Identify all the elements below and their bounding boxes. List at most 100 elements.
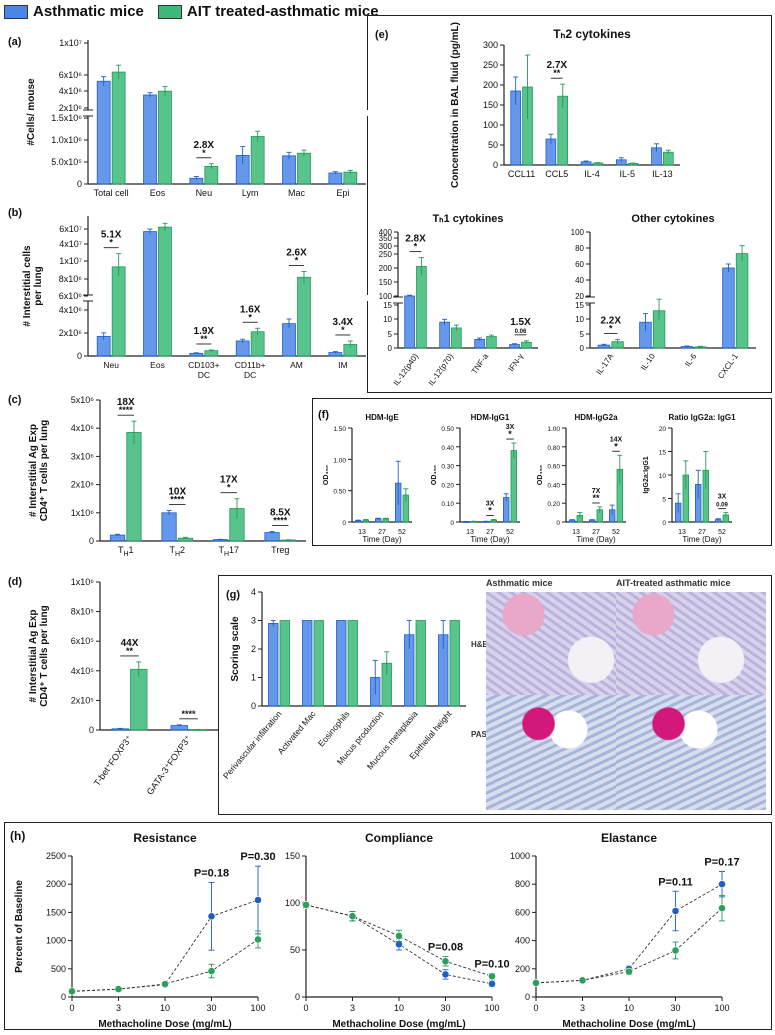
y-tick-label: 0 [89,536,94,546]
y-tick-label: 0 [77,351,82,361]
histo-title-ait: AIT-treated asthmatic mice [616,578,731,588]
bar-ait [158,226,172,357]
bar-asthmatic [328,352,343,357]
fold-change-label: 2.6X [286,247,307,258]
histo-row-label-pas: PAS [471,730,487,739]
bar-asthmatic [189,177,204,185]
fold-change-label: 10X [168,487,186,498]
histo-image [486,695,636,810]
bar-ait [343,344,358,357]
panel-label: (b) [8,207,22,219]
y-tick-label: 0 [89,725,94,735]
y-tick-label: 4x10⁷ [59,239,82,249]
histo-ait-he: AIT-treated asthmatic mice [616,578,766,705]
y-tick-label: 5x10⁶ [71,395,95,405]
y-axis-title: per lung [33,266,44,305]
y-tick-label: 4x10⁵ [71,666,95,676]
bar-asthmatic [264,532,280,542]
category-label: CD11b+ [235,360,266,370]
y-tick-label: 6x10⁵ [71,636,95,646]
y-tick-label: 8x10⁵ [71,607,95,617]
chart-b: 0 2x10⁶ 4x10⁶ 6x10⁶ 8x10⁶ 1x10⁷ 4x10⁷ 6x10⁷ Neu E… [8,207,370,380]
fold-change-label: 1.9X [194,326,215,337]
significance-label: **** [170,495,185,505]
y-tick-label: 1x10⁷ [59,38,82,48]
bar-asthmatic [109,534,126,542]
category-label: Epi [336,188,349,198]
bar-asthmatic [235,340,250,357]
legend-label-ait: AIT treated-asthmatic mice [186,3,379,20]
y-tick-label: 5.0x10⁵ [51,157,82,167]
panel-f-frame [312,398,772,546]
histo-ait-pas [616,695,766,810]
category-label: TH17 [218,545,239,558]
y-tick-label: 3x10⁶ [71,451,95,461]
fold-change-label: 2.8X [194,140,215,151]
fold-change-label: 18X [117,397,135,408]
y-tick-label: 6x10⁶ [59,291,83,301]
histo-asthmatic-he: Asthmatic mice [486,578,636,705]
y-tick-label: 2x10⁶ [59,103,83,113]
significance-label: * [202,148,206,158]
histo-image [616,592,766,705]
chart-c: 0 1x10⁶ 2x10⁶ 3x10⁶ 4x10⁶ 5x10⁶ TH1 TH2 TH17 Treg… [8,394,306,558]
y-axis-title: # Interstitial Ag Exp [28,610,39,703]
significance-label: ** [200,334,208,344]
y-tick-label: 0 [77,179,82,189]
bar-asthmatic [161,512,177,542]
bar-asthmatic [143,94,157,185]
category-label: AM [290,360,303,370]
bar-ait [111,266,126,357]
bar-ait [111,71,126,185]
y-tick-label: 1x10⁷ [59,256,82,266]
category-label: IM [338,360,347,370]
y-tick-label: 6x10⁷ [59,224,82,234]
significance-label: * [248,312,252,322]
category-label: Neu [196,188,213,198]
category-label: T-bet⁺FOXP3⁺ [92,733,134,788]
bar-ait [204,350,219,357]
fold-change-label: 17X [220,475,238,486]
panel-label: (a) [8,36,22,48]
category-label: CD103+ [188,360,219,370]
bar-asthmatic [189,352,204,357]
legend-swatch-green [157,4,182,19]
y-tick-label: 2x10⁶ [71,480,95,490]
panel-h-frame [4,822,772,1030]
significance-label: **** [119,405,134,415]
bar-ait [158,90,172,185]
significance-label: * [109,238,113,248]
fold-change-label: 5.1X [101,230,122,241]
y-axis-title: #Cells/ mouse [26,78,37,146]
y-tick-label: 4x10⁶ [59,86,83,96]
bar-ait [204,165,219,185]
category-label: Neu [103,360,119,370]
category-label: TH2 [169,545,185,558]
fold-change-label: 8.5X [270,507,291,518]
fold-change-label: 44X [121,638,139,649]
y-axis-title: CD4⁺ T cells per lung [39,420,50,521]
bar-ait [343,171,358,185]
legend-swatch-blue [4,4,28,19]
category-label: Total cell [94,188,129,198]
panel-label: (c) [8,394,22,406]
significance-label: * [227,483,231,493]
y-axis-title: # Interstitial Ag Exp [28,424,39,517]
bar-ait [126,432,142,542]
y-tick-label: 1.5x10⁶ [51,113,82,123]
bar-ait [229,508,245,542]
y-tick-label: 1x10⁶ [71,577,95,587]
significance-label: **** [181,709,196,719]
bar-asthmatic [235,154,250,185]
bar-asthmatic [143,231,157,357]
panel-label: (d) [8,576,22,588]
bar-ait [250,136,265,185]
bar-ait [177,537,194,542]
bar-asthmatic [96,335,111,357]
panel-g-frame [218,575,772,815]
legend-label-asthmatic: Asthmatic mice [33,3,144,20]
category-label: TH1 [118,545,134,558]
category-label: GATA-3⁺FOXP3⁺ [145,733,194,796]
category-label: DC [244,370,256,380]
category-label: Lym [242,188,259,198]
